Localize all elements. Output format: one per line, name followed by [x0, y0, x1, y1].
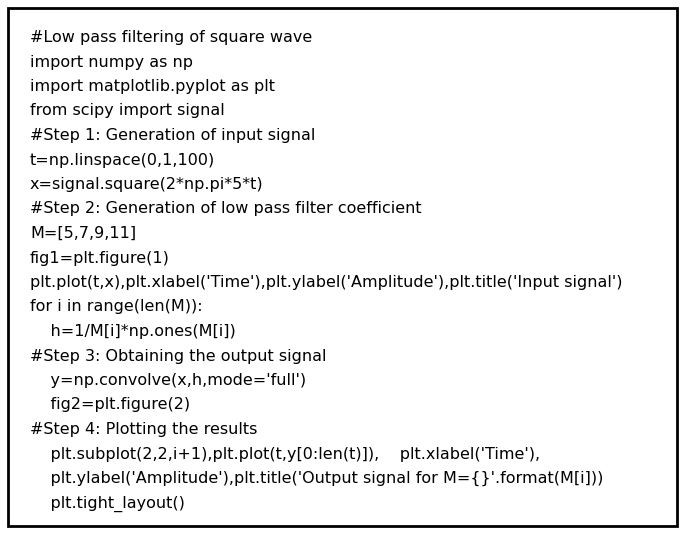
Text: t=np.linspace(0,1,100): t=np.linspace(0,1,100)	[30, 153, 215, 168]
Text: h=1/M[i]*np.ones(M[i]): h=1/M[i]*np.ones(M[i])	[30, 324, 236, 339]
Text: x=signal.square(2*np.pi*5*t): x=signal.square(2*np.pi*5*t)	[30, 177, 264, 192]
Text: plt.subplot(2,2,i+1),plt.plot(t,y[0:len(t)]),    plt.xlabel('Time'),: plt.subplot(2,2,i+1),plt.plot(t,y[0:len(…	[30, 446, 540, 461]
Text: import numpy as np: import numpy as np	[30, 54, 193, 69]
Text: y=np.convolve(x,h,mode='full'): y=np.convolve(x,h,mode='full')	[30, 373, 306, 388]
Text: plt.ylabel('Amplitude'),plt.title('Output signal for M={}'.format(M[i])): plt.ylabel('Amplitude'),plt.title('Outpu…	[30, 471, 603, 486]
Text: #Step 1: Generation of input signal: #Step 1: Generation of input signal	[30, 128, 315, 143]
Text: #Low pass filtering of square wave: #Low pass filtering of square wave	[30, 30, 312, 45]
Text: plt.plot(t,x),plt.xlabel('Time'),plt.ylabel('Amplitude'),plt.title('Input signal: plt.plot(t,x),plt.xlabel('Time'),plt.yla…	[30, 275, 623, 290]
Text: fig2=plt.figure(2): fig2=plt.figure(2)	[30, 397, 190, 412]
Text: fig1=plt.figure(1): fig1=plt.figure(1)	[30, 250, 170, 265]
Text: for i in range(len(M)):: for i in range(len(M)):	[30, 300, 203, 315]
Text: #Step 4: Plotting the results: #Step 4: Plotting the results	[30, 422, 258, 437]
Text: from scipy import signal: from scipy import signal	[30, 104, 225, 119]
Text: plt.tight_layout(): plt.tight_layout()	[30, 496, 185, 512]
Text: #Step 2: Generation of low pass filter coefficient: #Step 2: Generation of low pass filter c…	[30, 201, 422, 216]
Text: #Step 3: Obtaining the output signal: #Step 3: Obtaining the output signal	[30, 349, 327, 364]
Text: M=[5,7,9,11]: M=[5,7,9,11]	[30, 226, 136, 241]
Text: import matplotlib.pyplot as plt: import matplotlib.pyplot as plt	[30, 79, 275, 94]
